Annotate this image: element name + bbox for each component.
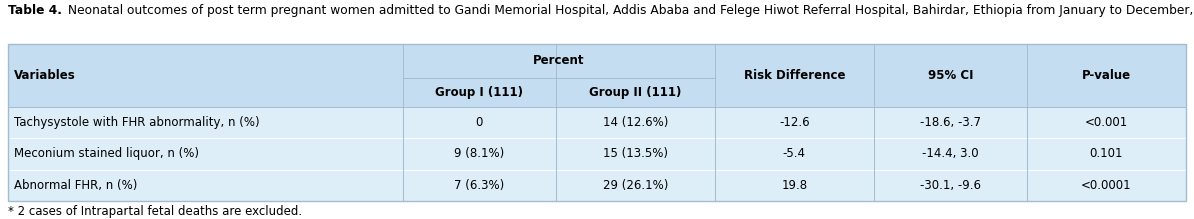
Text: Variables: Variables [14,69,75,82]
Text: 7 (6.3%): 7 (6.3%) [454,179,504,192]
Text: -18.6, -3.7: -18.6, -3.7 [919,116,981,129]
Bar [874,138,1027,170]
Bar [402,107,555,138]
Text: -12.6: -12.6 [778,116,810,129]
Text: -30.1, -9.6: -30.1, -9.6 [919,179,981,192]
Text: -14.4, 3.0: -14.4, 3.0 [922,147,979,160]
Text: Percent: Percent [533,54,585,67]
Bar [402,170,555,201]
Text: 0: 0 [475,116,482,129]
Bar [1027,170,1186,201]
Bar [8,44,1186,201]
Text: 29 (26.1%): 29 (26.1%) [603,179,667,192]
Text: * 2 cases of Intrapartal fetal deaths are excluded.: * 2 cases of Intrapartal fetal deaths ar… [8,205,302,218]
Text: Tachysystole with FHR abnormality, n (%): Tachysystole with FHR abnormality, n (%) [14,116,259,129]
Bar [8,44,402,107]
Bar [555,170,715,201]
Text: Meconium stained liquor, n (%): Meconium stained liquor, n (%) [14,147,199,160]
Bar [402,138,555,170]
Text: Group II (111): Group II (111) [589,86,682,99]
Bar [555,107,715,138]
Text: 0.101: 0.101 [1090,147,1124,160]
Text: -5.4: -5.4 [783,147,806,160]
Text: P-value: P-value [1082,69,1131,82]
Bar [555,78,715,107]
Bar [1027,138,1186,170]
Bar [555,138,715,170]
Text: 9 (8.1%): 9 (8.1%) [454,147,504,160]
Bar [715,170,874,201]
Bar [715,107,874,138]
Text: <0.001: <0.001 [1085,116,1128,129]
Bar [715,138,874,170]
Text: Abnormal FHR, n (%): Abnormal FHR, n (%) [14,179,137,192]
Bar [874,107,1027,138]
Text: Risk Difference: Risk Difference [744,69,845,82]
Bar [1027,44,1186,107]
Text: Group I (111): Group I (111) [435,86,523,99]
Bar [402,44,715,78]
Text: <0.0001: <0.0001 [1082,179,1132,192]
Text: 19.8: 19.8 [781,179,807,192]
Text: Neonatal outcomes of post term pregnant women admitted to Gandi Memorial Hospita: Neonatal outcomes of post term pregnant … [64,4,1194,17]
Text: 15 (13.5%): 15 (13.5%) [603,147,667,160]
Text: Table 4.: Table 4. [8,4,62,17]
Text: 14 (12.6%): 14 (12.6%) [603,116,667,129]
Bar [715,44,874,107]
Bar [874,170,1027,201]
Bar [8,107,402,138]
Bar [402,78,555,107]
Bar [1027,107,1186,138]
Bar [8,138,402,170]
Bar [874,44,1027,107]
Text: 95% CI: 95% CI [928,69,973,82]
Bar [8,170,402,201]
